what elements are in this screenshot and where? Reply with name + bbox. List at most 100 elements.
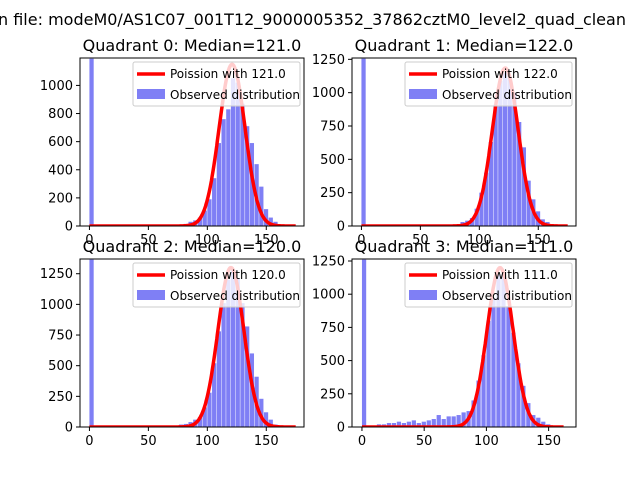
y-tick-label: 800 xyxy=(48,107,73,122)
histogram-bar xyxy=(484,172,489,226)
subplot-quadrant-1: 0 50 100 150 0 250 500 750 1000 1250 Quadrant 1: M… xyxy=(312,36,577,248)
y-tick-label: 1250 xyxy=(312,53,345,68)
y-tick-label: 250 xyxy=(320,387,345,402)
histogram-bar xyxy=(456,415,461,427)
histogram-bar xyxy=(245,126,250,226)
y-tick-label: 1000 xyxy=(312,86,345,101)
y-tick-label: 250 xyxy=(320,186,345,201)
y-tick-label: 500 xyxy=(48,359,73,374)
histogram-bar xyxy=(202,407,207,427)
legend-box xyxy=(404,61,573,107)
histogram-bar xyxy=(406,421,411,427)
legend-hist-swatch xyxy=(409,290,437,300)
legend-line-label: Poission with 121.0 xyxy=(170,67,286,81)
y-tick-label: 1000 xyxy=(40,79,73,94)
histogram-bar xyxy=(479,192,484,226)
histogram-bar xyxy=(441,419,446,427)
histogram-bar xyxy=(263,412,269,427)
subplot-quadrant-0: 0 50 100 150 0 200 400 600 800 1000 Quadrant 0: Me… xyxy=(40,36,305,248)
histogram-bar xyxy=(451,416,456,427)
histogram-bar xyxy=(471,400,476,427)
histogram-bar xyxy=(411,420,416,427)
histogram-bar xyxy=(230,78,236,226)
histogram-bar xyxy=(240,303,245,427)
x-tick-label: 150 xyxy=(536,434,561,449)
y-tick-label: 750 xyxy=(48,329,73,344)
x-tick-label: 100 xyxy=(467,233,492,248)
subplot-title: Quadrant 2: Median=120.0 xyxy=(83,237,302,256)
histogram-bar xyxy=(541,421,546,427)
histogram-bar xyxy=(526,180,531,226)
y-tick-label: 0 xyxy=(65,421,73,436)
x-tick-label: 50 xyxy=(416,434,433,449)
histogram-bar xyxy=(386,423,392,427)
x-tick-label: 0 xyxy=(357,233,365,248)
histogram-bar xyxy=(89,58,94,226)
histogram-bar xyxy=(517,122,522,226)
x-tick-label: 150 xyxy=(254,233,279,248)
x-tick-label: 0 xyxy=(85,233,93,248)
x-tick-label: 50 xyxy=(140,233,157,248)
histogram-bar xyxy=(361,259,367,427)
histogram-bar xyxy=(240,103,245,226)
histogram-bar xyxy=(212,363,217,427)
poisson-curve xyxy=(360,265,565,427)
histogram-bar xyxy=(202,210,207,226)
x-tick-label: 100 xyxy=(195,434,220,449)
histogram-bar xyxy=(426,420,431,427)
histogram-bar xyxy=(512,92,517,226)
x-tick-label: 0 xyxy=(358,434,366,449)
axes-frame xyxy=(79,258,305,428)
x-tick-label: 100 xyxy=(474,434,499,449)
legend-hist-label: Observed distribution xyxy=(170,88,300,102)
legend: Poission with 121.0 Observed distribution xyxy=(132,61,301,107)
histogram-bar xyxy=(207,199,212,226)
subplot-quadrant-3: 0 50 100 150 0 250 500 750 1000 1250 Quadrant 3: M… xyxy=(312,237,577,449)
histogram-bar xyxy=(396,421,402,427)
legend-hist-swatch xyxy=(409,89,437,99)
histogram-bar xyxy=(216,143,222,226)
histogram-bar xyxy=(235,82,240,226)
legend-line-label: Poission with 120.0 xyxy=(170,268,286,282)
histogram-bar xyxy=(221,303,226,427)
histogram-bar xyxy=(361,58,366,226)
legend-hist-swatch xyxy=(137,290,165,300)
histogram-bar xyxy=(216,331,222,427)
histogram-bar xyxy=(230,270,236,427)
y-tick-label: 200 xyxy=(48,191,73,206)
histogram-bar xyxy=(516,363,521,427)
axes-frame xyxy=(351,57,577,227)
histogram-bar xyxy=(536,417,541,427)
legend-line-label: Poission with 111.0 xyxy=(442,268,558,282)
subplot-title: Quadrant 3: Median=111.0 xyxy=(355,237,574,256)
histogram-bar xyxy=(474,208,479,226)
histogram-bar xyxy=(263,209,269,226)
histogram-bar xyxy=(436,415,441,427)
poisson-curve xyxy=(88,62,297,226)
histogram-bar xyxy=(488,142,494,226)
histogram-bar xyxy=(496,274,501,427)
plot-area xyxy=(360,259,565,427)
legend-box xyxy=(132,262,301,308)
histogram-bar xyxy=(511,332,516,427)
histogram-bar xyxy=(221,119,226,226)
histogram-bar xyxy=(521,147,527,226)
histogram-bar xyxy=(491,298,496,427)
legend-box xyxy=(404,262,573,308)
plot-area xyxy=(88,58,297,226)
y-tick-label: 400 xyxy=(48,163,73,178)
plot-area xyxy=(360,58,569,226)
y-tick-label: 250 xyxy=(48,390,73,405)
subplot-title: Quadrant 1: Median=122.0 xyxy=(355,36,574,55)
axes-frame xyxy=(351,258,577,428)
x-tick-label: 0 xyxy=(85,434,93,449)
y-tick-label: 1250 xyxy=(40,267,73,282)
figure-title: n file: modeM0/AS1C07_001T12_9000005352_… xyxy=(0,10,626,30)
y-tick-label: 1000 xyxy=(40,298,73,313)
histogram-bar xyxy=(89,259,94,427)
histogram-bar xyxy=(226,279,231,427)
histogram-bar xyxy=(507,78,512,226)
histogram-bar xyxy=(207,392,212,427)
subplot-title: Quadrant 0: Median=121.0 xyxy=(83,36,302,55)
